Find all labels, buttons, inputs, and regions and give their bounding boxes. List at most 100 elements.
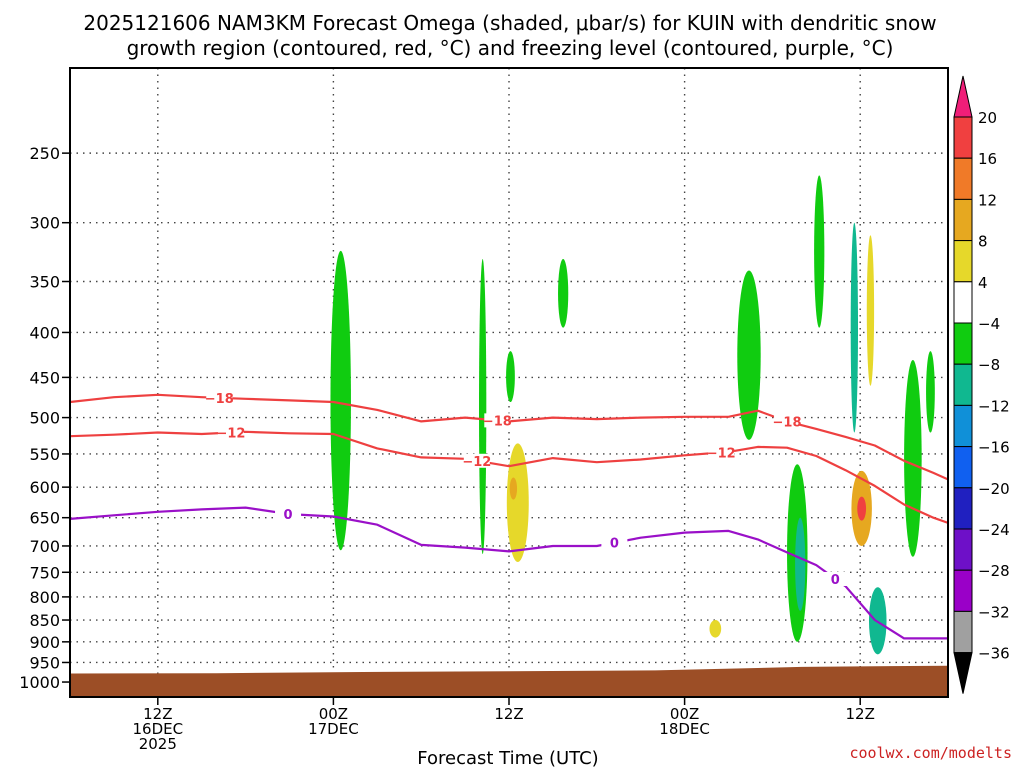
grid <box>70 68 948 697</box>
y-tick-label: 800 <box>29 588 60 607</box>
y-tick-label: 500 <box>29 409 60 428</box>
x-tick-label: 12Z <box>846 705 875 723</box>
contour-label: −18 <box>483 414 512 429</box>
contour-label-bg <box>206 390 233 405</box>
contour-label-bg <box>275 506 302 521</box>
omega-cell <box>737 270 761 440</box>
x-tick-label: 16DEC <box>133 720 184 738</box>
plot-area <box>70 68 948 697</box>
colorbar-swatch <box>953 363 973 406</box>
colorbar-label: −20 <box>978 480 1010 498</box>
contour-label: −12 <box>707 446 736 461</box>
omega-cell <box>850 222 859 433</box>
ground-fill <box>70 665 948 697</box>
colorbar-swatch <box>953 610 973 654</box>
contour-labels: −18 −18 −18 −12 −12 −12 0 0 0 <box>205 390 849 588</box>
contour-label: 0 <box>610 537 619 552</box>
colorbar-swatch <box>953 446 973 489</box>
isotherm-minus18-line <box>70 393 948 481</box>
colorbar-swatch <box>953 487 973 530</box>
y-tick-label: 400 <box>29 323 60 342</box>
y-tick-label: 250 <box>29 144 60 163</box>
colorbar-label: −4 <box>978 315 1000 333</box>
freezing-level-line <box>70 506 948 640</box>
y-tick-label: 350 <box>29 273 60 292</box>
omega-cell <box>509 477 518 500</box>
chart-title-line2: growth region (contoured, red, °C) and f… <box>127 36 894 60</box>
y-tick-label: 300 <box>29 214 60 233</box>
contour-label: 0 <box>284 508 293 523</box>
omega-cell <box>506 443 529 562</box>
y-tick-label: 750 <box>29 563 60 582</box>
contour-label: 0 <box>831 573 840 588</box>
omega-cell <box>866 235 875 386</box>
omega-cell <box>926 351 935 433</box>
colorbar-swatch <box>953 281 973 324</box>
x-tick-label: 18DEC <box>659 720 710 738</box>
omega-shading <box>330 175 935 655</box>
pressure-axis: 250 300 350 400 450 500 550 600 650 700 750 800 850 9… <box>19 144 70 692</box>
colorbar-label: 12 <box>978 191 997 209</box>
x-tick-label: 12Z <box>494 705 523 723</box>
contour-label-bg <box>774 414 801 429</box>
colorbar-label: 20 <box>978 109 997 127</box>
contour-label-bg <box>484 413 511 428</box>
x-tick-label: 17DEC <box>308 720 359 738</box>
contour-label: −12 <box>462 455 491 470</box>
colorbar-top-arrow <box>953 75 973 118</box>
x-tick-label: 00Z <box>670 705 699 723</box>
omega-cell <box>479 259 487 555</box>
colorbar-label: −24 <box>978 521 1010 539</box>
y-tick-label: 700 <box>29 537 60 556</box>
y-tick-label: 450 <box>29 368 60 387</box>
colorbar-label: −36 <box>978 645 1010 663</box>
colorbar-label: 8 <box>978 233 988 251</box>
y-tick-label: 650 <box>29 509 60 528</box>
credit-text: coolwx.com/modelts <box>849 744 1012 762</box>
colorbar-label: 4 <box>978 274 988 292</box>
colorbar-label: 16 <box>978 150 997 168</box>
x-tick-label: 00Z <box>319 705 348 723</box>
x-axis-label: Forecast Time (UTC) <box>417 748 598 768</box>
y-tick-label: 950 <box>29 653 60 672</box>
contour-label-bg <box>217 425 244 440</box>
y-tick-label: 1000 <box>19 673 60 692</box>
y-tick-label: 850 <box>29 611 60 630</box>
y-tick-label: 900 <box>29 633 60 652</box>
colorbar-bottom-arrow <box>953 652 973 694</box>
omega-cell <box>904 360 922 557</box>
colorbar-label: −28 <box>978 562 1010 580</box>
contour-label: −18 <box>205 392 234 407</box>
omega-cell <box>558 259 569 328</box>
colorbar-swatch <box>953 404 973 448</box>
colorbar-swatch <box>953 322 973 365</box>
colorbar-swatch <box>953 198 973 242</box>
colorbar-legend: 20 16 12 8 4 −4 −8 −12 −16 −20 −24 −28 −32 −36 <box>953 75 1010 694</box>
colorbar-swatch <box>953 528 973 571</box>
contour-label-bg <box>822 571 849 586</box>
colorbar-swatch <box>953 116 973 159</box>
omega-cell <box>795 517 806 611</box>
colorbar-label: −16 <box>978 439 1010 457</box>
omega-cell <box>857 496 867 521</box>
colorbar-label: −32 <box>978 603 1010 621</box>
omega-cell <box>814 175 825 328</box>
colorbar-swatch <box>953 240 973 283</box>
colorbar-swatch <box>953 157 973 200</box>
omega-cell <box>330 250 351 551</box>
ground-layer <box>70 665 948 697</box>
y-tick-label: 600 <box>29 478 60 497</box>
x-tick-label: 12Z <box>143 705 172 723</box>
contour-label: −12 <box>216 427 245 442</box>
y-tick-label: 550 <box>29 445 60 464</box>
colorbar-label: −8 <box>978 356 1000 374</box>
contour-label-bg <box>708 445 735 460</box>
chart-title-line1: 2025121606 NAM3KM Forecast Omega (shaded… <box>83 11 936 35</box>
omega-cell <box>506 351 515 403</box>
contour-label: −18 <box>773 415 802 430</box>
contour-label-bg <box>463 453 490 468</box>
colorbar-label: −12 <box>978 397 1010 415</box>
contour-label-bg <box>601 535 628 550</box>
